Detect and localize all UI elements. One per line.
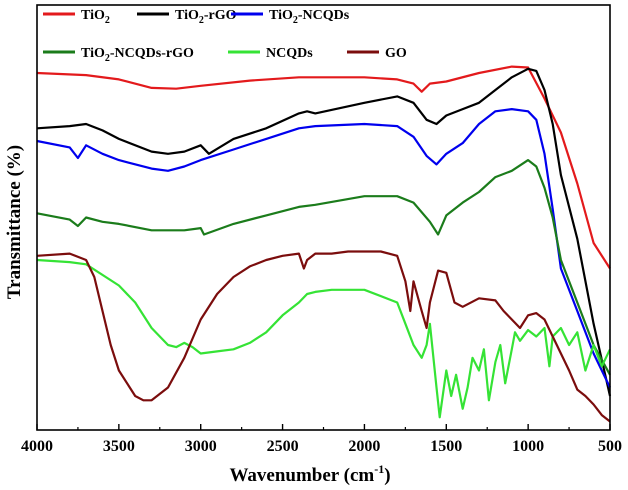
x-axis-label-tail: ) [384,465,390,486]
series-line-4 [37,260,610,417]
x-tick-label-0: 4000 [21,438,53,455]
x-tick-label-2: 3000 [185,438,217,455]
legend-label-2: TiO2-NCQDs [269,8,350,26]
series-line-0 [37,67,610,269]
x-tick-label-3: 2500 [267,438,299,455]
x-tick-label-5: 1500 [430,438,462,455]
series-line-2 [37,109,610,387]
x-tick-layer: 4000 3500 3000 2500 2000 1500 1000 500 [21,424,622,455]
x-tick-label-1: 3500 [103,438,135,455]
legend-label-4: NCQDs [266,46,313,61]
legend-label-0: TiO2 [81,8,110,26]
series-line-3 [37,160,610,375]
y-axis-label: Transmittance (%) [4,145,25,299]
x-tick-label-7: 500 [598,438,622,455]
x-tick-label-4: 2000 [348,438,380,455]
series-layer [37,67,610,422]
legend: TiO2 TiO2-rGO TiO2-NCQDs TiO2-NCQDs-rGO NCQD… [43,8,407,64]
x-axis-label-sup: -1 [374,462,384,476]
legend-label-3: TiO2-NCQDs-rGO [81,46,194,64]
plot-frame [37,5,610,430]
x-axis-label: Wavenumber (cm-1) [229,462,390,486]
legend-label-1: TiO2-rGO [175,8,237,26]
series-line-1 [37,69,610,396]
legend-label-5: GO [385,46,407,61]
x-axis-label-main: Wavenumber (cm [229,465,374,486]
x-tick-label-6: 1000 [512,438,544,455]
